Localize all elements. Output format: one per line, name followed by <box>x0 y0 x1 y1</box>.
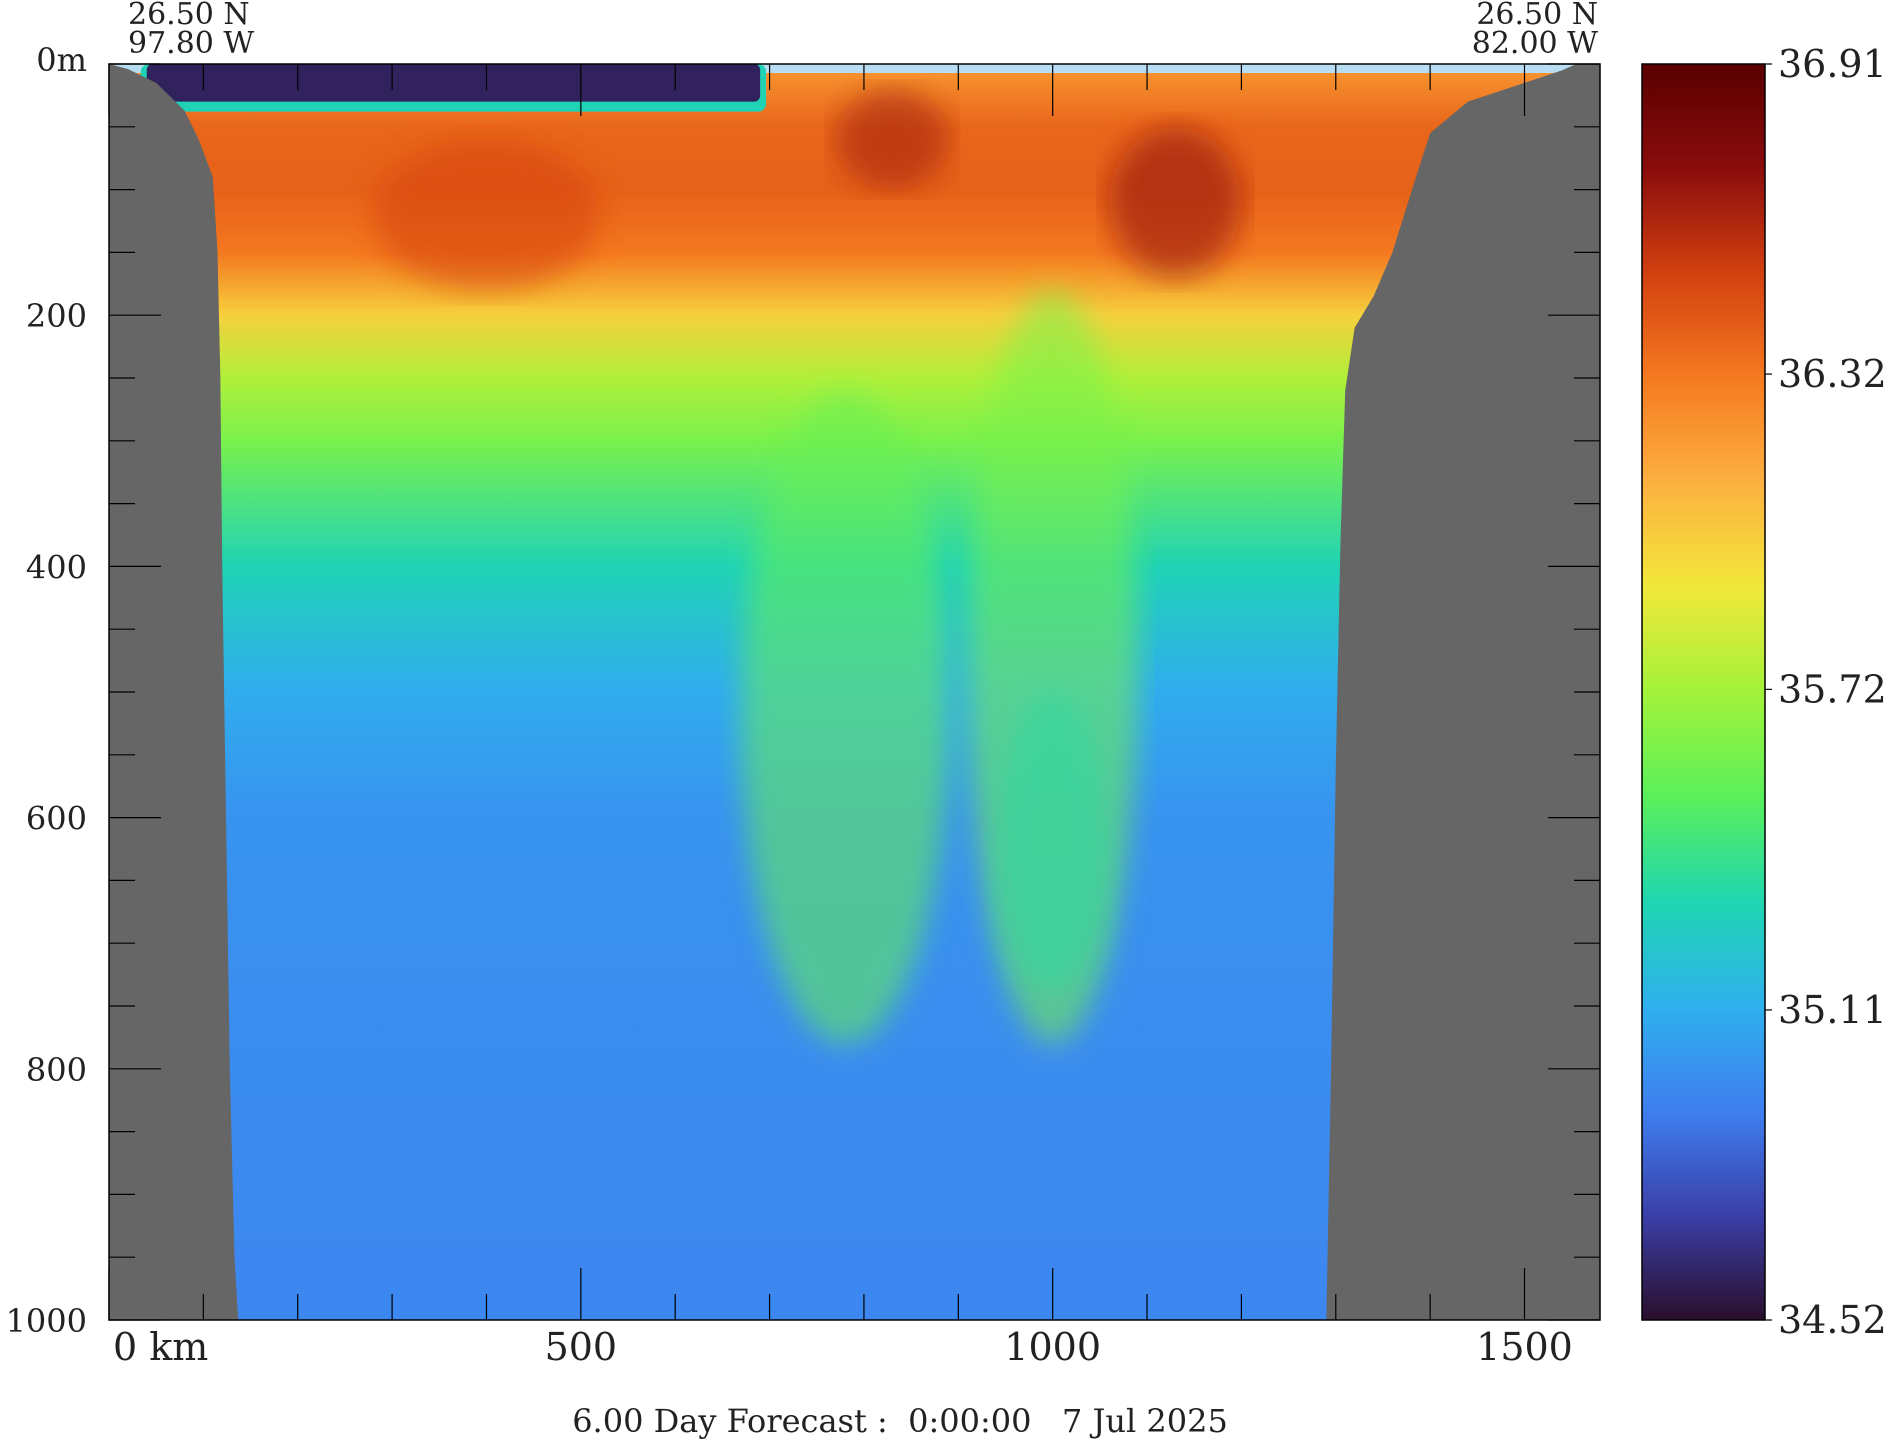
x-tick-label: 500 <box>545 1325 618 1369</box>
colorbar-tick-label: 35.11 <box>1778 988 1887 1032</box>
colorbar-labels: 36.91 36.32 35.72 35.11 34.52 <box>1765 42 1887 1342</box>
axis-ticks <box>108 63 1600 1321</box>
salinity-plume <box>835 89 949 190</box>
right-landmass <box>1326 64 1600 1320</box>
y-tick-label: 600 <box>26 800 87 838</box>
y-tick-label: 0m <box>36 41 87 79</box>
salinity-plume <box>741 390 949 1044</box>
y-tick-label: 200 <box>26 297 87 335</box>
salinity-plume <box>1109 126 1242 278</box>
sea-surface-strip <box>109 64 1600 73</box>
x-tick-label: 1000 <box>1004 1325 1101 1369</box>
x-tick-label: 0 km <box>113 1325 208 1369</box>
plot-area <box>108 63 1601 1321</box>
x-tick-label: 1500 <box>1476 1325 1573 1369</box>
colorbar-tick-label: 36.32 <box>1778 352 1887 396</box>
colorbar-swatch <box>1641 63 1766 1321</box>
corner-label-right: 26.50 N 82.00 W <box>1472 0 1598 61</box>
left-lon-label: 97.80 W <box>128 26 254 61</box>
colorbar-tick-label: 36.91 <box>1778 42 1887 86</box>
left-lat-label: 26.50 N <box>128 0 250 32</box>
y-tick-label: 400 <box>26 548 87 586</box>
colorbar-tick-label: 34.52 <box>1778 1298 1887 1342</box>
y-tick-label: 800 <box>26 1051 87 1089</box>
salinity-plume <box>996 692 1110 994</box>
y-tick-label: 1000 <box>6 1302 87 1340</box>
low-salinity-surface-patch <box>146 64 761 102</box>
salinity-plume <box>373 139 600 291</box>
right-lat-label: 26.50 N <box>1476 0 1598 32</box>
colorbar-tick-label: 35.72 <box>1778 667 1887 711</box>
colorbar: 36.91 36.32 35.72 35.11 34.52 <box>1641 42 1887 1342</box>
right-lon-label: 82.00 W <box>1472 26 1598 61</box>
bathymetry-land <box>109 64 1600 1320</box>
corner-label-left: 26.50 N 97.80 W <box>128 0 254 61</box>
y-axis-labels: 0m 200 400 600 800 1000 <box>6 41 87 1340</box>
x-axis-labels: 0 km 500 1000 1500 <box>113 1325 1573 1369</box>
left-landmass <box>109 64 239 1320</box>
forecast-label: 6.00 Day Forecast : 0:00:00 7 Jul 2025 <box>572 1402 1228 1440</box>
salinity-features <box>109 64 1600 1044</box>
